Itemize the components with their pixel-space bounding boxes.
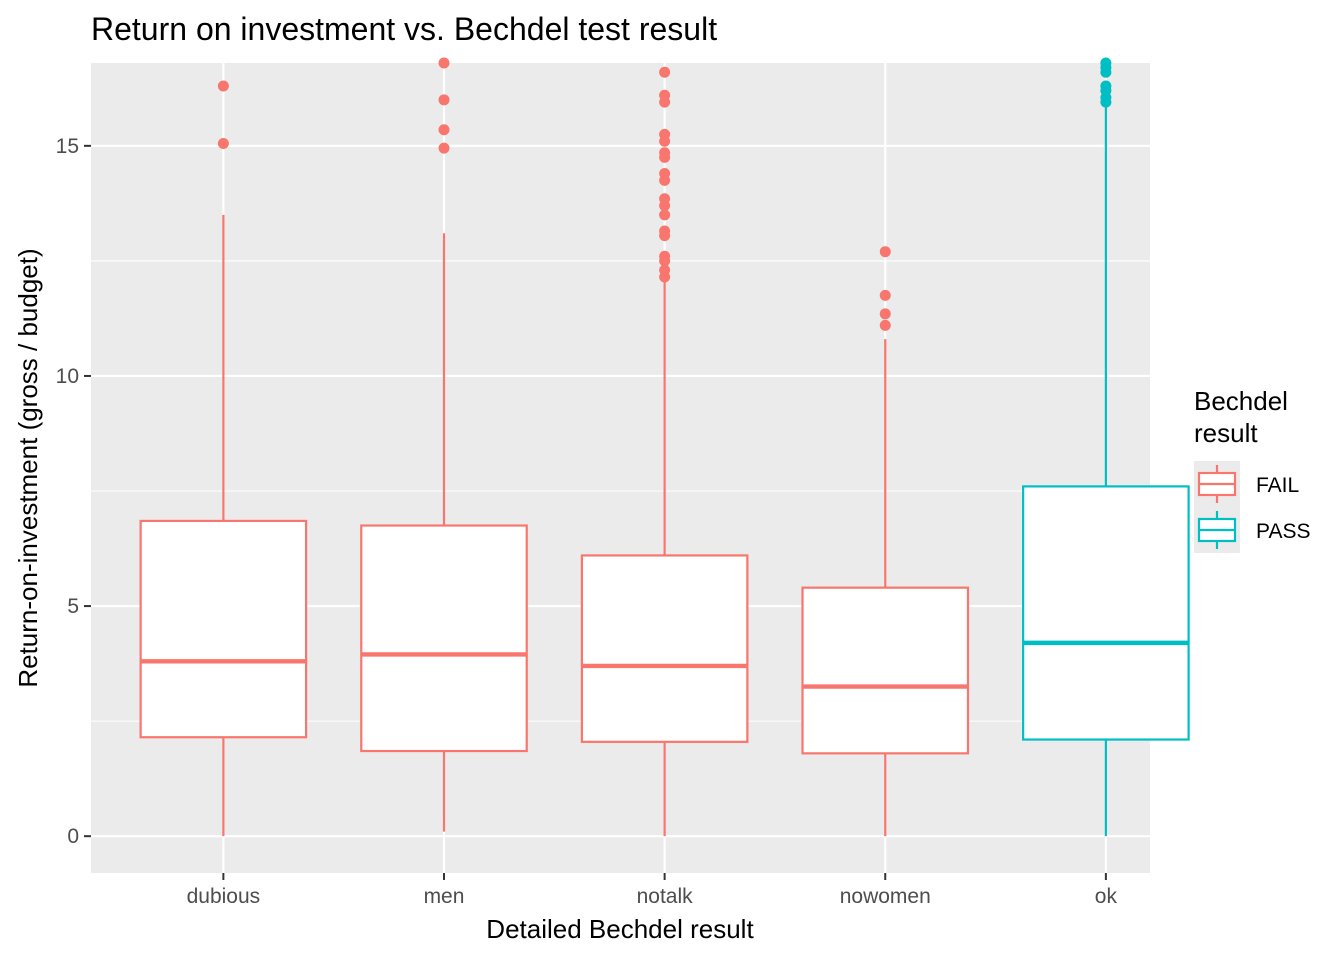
x-tick-label: notalk (637, 885, 694, 908)
legend-keys: FAIL PASS (1194, 461, 1310, 553)
outlier-point (659, 66, 671, 78)
box-iqr (801, 586, 970, 755)
outlier-point (438, 94, 450, 106)
box-iqr (360, 524, 528, 753)
legend-key-fail: FAIL (1194, 461, 1299, 507)
x-tick-label: men (424, 885, 465, 908)
legend-title-line-2: result (1194, 418, 1258, 448)
outlier-point (879, 246, 891, 258)
x-tick-label: ok (1095, 885, 1118, 908)
box-iqr (139, 519, 308, 739)
outlier-point (438, 57, 450, 69)
legend-label: FAIL (1256, 474, 1299, 497)
outlier-point (659, 193, 671, 205)
outlier-point (659, 167, 671, 179)
outlier-point (879, 319, 891, 331)
outlier-point (659, 225, 671, 237)
y-tick-label: 15 (56, 135, 79, 158)
outlier-point (438, 142, 450, 154)
chart-title: Return on investment vs. Bechdel test re… (91, 11, 717, 47)
y-tick-label: 5 (67, 595, 79, 618)
outlier-point (659, 89, 671, 101)
outlier-point (1100, 57, 1112, 69)
outlier-point (217, 138, 229, 150)
box-nowomen (801, 246, 970, 837)
x-tick-label: dubious (187, 885, 261, 908)
legend-label: PASS (1256, 520, 1310, 543)
box-iqr (580, 554, 749, 743)
outlier-point (659, 147, 671, 159)
box-ok (1022, 57, 1190, 837)
y-tick-label: 0 (67, 825, 79, 848)
x-axis: dubious men notalk nowomen ok (187, 873, 1118, 908)
outlier-point (659, 128, 671, 140)
x-axis-title: Detailed Bechdel result (486, 914, 754, 944)
y-tick-label: 10 (56, 365, 79, 388)
box-men (360, 57, 528, 832)
outlier-point (879, 308, 891, 320)
legend-title-line-1: Bechdel (1194, 386, 1288, 416)
y-axis-title: Return-on-investment (gross / budget) (13, 248, 43, 687)
outlier-point (1100, 80, 1112, 92)
outlier-point (217, 80, 229, 92)
boxes (139, 57, 1190, 837)
legend: Bechdel result FAIL PASS (1194, 386, 1310, 553)
box-iqr (1022, 485, 1190, 741)
outlier-point (879, 289, 891, 301)
outlier-point (438, 124, 450, 136)
box-dubious (139, 80, 308, 837)
x-tick-label: nowomen (840, 885, 931, 908)
legend-key-pass: PASS (1194, 507, 1310, 553)
outlier-point (659, 250, 671, 262)
y-axis: 0 5 10 15 (56, 135, 91, 848)
outlier-point (659, 264, 671, 276)
plot-panel (91, 63, 1150, 873)
box-notalk (580, 66, 749, 837)
outlier-point (659, 209, 671, 221)
